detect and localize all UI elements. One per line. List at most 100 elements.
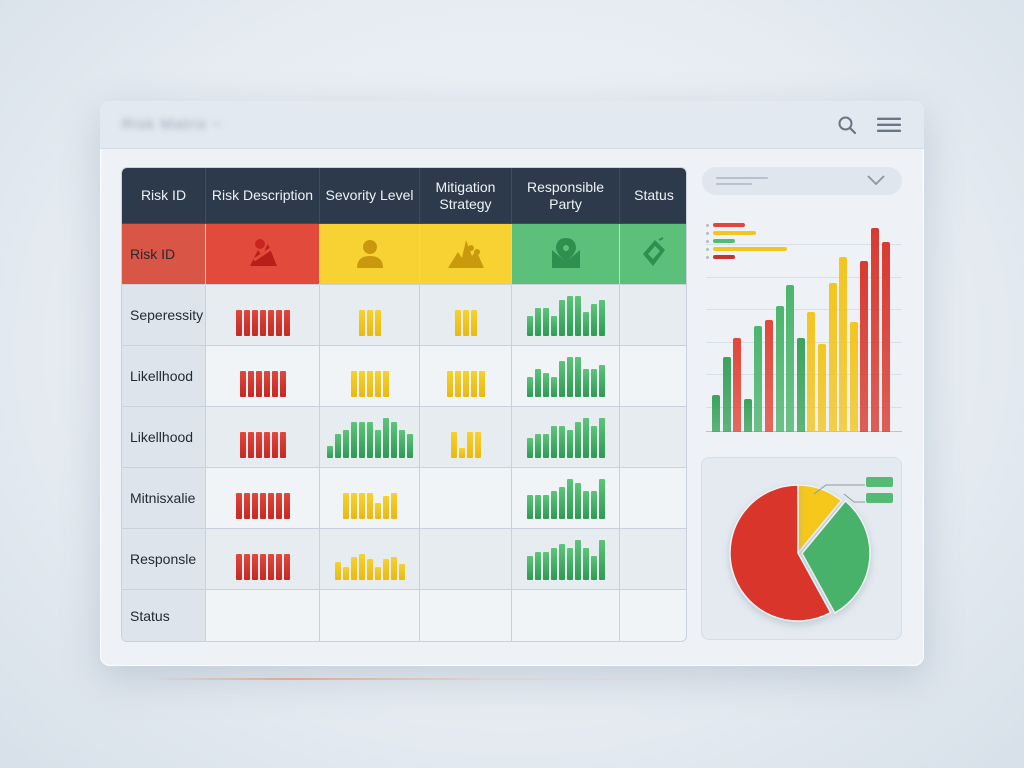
bar[interactable]	[860, 260, 869, 432]
risk-matrix-table: Risk ID Risk Description Sevority Level Mit…	[121, 167, 687, 642]
table-cell[interactable]	[320, 529, 420, 590]
bar[interactable]	[807, 311, 816, 432]
table-cell[interactable]	[620, 285, 686, 346]
row-label-text: Likellhood	[130, 368, 194, 384]
bar[interactable]	[743, 399, 752, 432]
search-button[interactable]	[834, 113, 860, 137]
table-cell[interactable]	[620, 468, 686, 529]
menu-button[interactable]	[876, 113, 902, 137]
search-icon	[838, 116, 857, 135]
document-check-cell	[620, 224, 686, 285]
grid-line	[706, 244, 902, 245]
table-cell[interactable]	[420, 590, 512, 641]
bar[interactable]	[775, 305, 784, 432]
row-label: Likellhood	[122, 346, 206, 407]
legend-item[interactable]	[706, 221, 787, 229]
table-cell[interactable]	[620, 590, 686, 641]
mini-bar-chart	[526, 416, 605, 458]
column-header[interactable]: Status	[620, 168, 686, 224]
table-cell[interactable]	[512, 468, 620, 529]
table-cell[interactable]	[512, 285, 620, 346]
bar[interactable]	[817, 344, 826, 432]
row-label: Seperessity	[122, 285, 206, 346]
pie-chart	[729, 484, 871, 622]
table-cell[interactable]	[512, 407, 620, 468]
pie-slice[interactable]	[801, 499, 871, 614]
dropdown-placeholder	[716, 177, 768, 185]
table-cell[interactable]	[420, 529, 512, 590]
legend-item[interactable]	[706, 253, 787, 261]
column-header-label: Status	[634, 187, 674, 203]
grid-line	[706, 309, 902, 310]
table-cell[interactable]	[420, 468, 512, 529]
table-cell[interactable]	[206, 407, 320, 468]
bar[interactable]	[796, 338, 805, 432]
bar[interactable]	[839, 256, 848, 432]
table-cell[interactable]	[420, 285, 512, 346]
table-cell[interactable]	[320, 407, 420, 468]
shield-location-icon	[548, 236, 584, 273]
legend-item[interactable]	[706, 245, 787, 253]
column-header[interactable]: Sevority Level	[320, 168, 420, 224]
row-label-text: Responsle	[130, 551, 197, 567]
table-cell[interactable]	[512, 346, 620, 407]
legend-item[interactable]	[706, 237, 787, 245]
bar[interactable]	[786, 285, 795, 432]
table-cell[interactable]	[620, 346, 686, 407]
row-label: Responsle	[122, 529, 206, 590]
bar[interactable]	[870, 228, 879, 432]
title-bar: Risk Matrix ~	[100, 101, 924, 149]
table-cell[interactable]	[320, 346, 420, 407]
column-header[interactable]: Mitigation Strategy	[420, 168, 512, 224]
column-header-label: Risk ID	[140, 187, 187, 203]
bar[interactable]	[881, 242, 890, 432]
mini-bar-chart	[358, 294, 381, 336]
column-header[interactable]: Risk Description	[206, 168, 320, 224]
bar[interactable]	[712, 395, 720, 432]
mini-bar-chart	[526, 538, 605, 580]
column-header[interactable]: Risk ID	[122, 168, 206, 224]
pie-chart-panel	[701, 457, 902, 640]
column-header[interactable]: Responsible Party	[512, 168, 620, 224]
mini-bar-chart	[446, 355, 485, 397]
row-label: Risk ID	[122, 224, 206, 285]
bar[interactable]	[722, 356, 731, 432]
document-check-icon	[639, 236, 669, 273]
legend-item[interactable]	[706, 229, 787, 237]
table-cell[interactable]	[320, 468, 420, 529]
table-cell[interactable]	[420, 346, 512, 407]
bar-series	[712, 226, 890, 432]
row-label-text: Mitnisxalie	[130, 490, 196, 506]
mini-bar-chart	[342, 477, 397, 519]
table-cell[interactable]	[512, 590, 620, 641]
table-cell[interactable]	[320, 590, 420, 641]
row-label: Mitnisxalie	[122, 468, 206, 529]
shield-location-cell	[512, 224, 620, 285]
bar[interactable]	[733, 338, 742, 432]
table-cell[interactable]	[620, 407, 686, 468]
risk-description-cell	[206, 224, 320, 285]
table-cell[interactable]	[206, 468, 320, 529]
table-cell[interactable]	[620, 529, 686, 590]
table-cell[interactable]	[206, 529, 320, 590]
pie-legend-item[interactable]	[866, 493, 893, 503]
table-cell[interactable]	[512, 529, 620, 590]
decorative-glow	[150, 678, 710, 680]
bar[interactable]	[764, 319, 773, 432]
filter-dropdown[interactable]	[702, 167, 902, 195]
table-cell[interactable]	[206, 346, 320, 407]
chevron-down-icon	[867, 175, 885, 186]
pie-slice[interactable]	[729, 484, 832, 622]
bar[interactable]	[754, 325, 763, 432]
table-cell[interactable]	[320, 285, 420, 346]
pie-legend	[866, 477, 893, 503]
table-cell[interactable]	[420, 407, 512, 468]
column-header-label: Responsible Party	[526, 178, 605, 212]
row-label-text: Likellhood	[130, 429, 194, 445]
grid-line	[706, 276, 902, 278]
table-cell[interactable]	[206, 590, 320, 641]
bar[interactable]	[828, 283, 837, 432]
bar[interactable]	[849, 321, 858, 432]
pie-legend-item[interactable]	[866, 477, 893, 487]
table-cell[interactable]	[206, 285, 320, 346]
